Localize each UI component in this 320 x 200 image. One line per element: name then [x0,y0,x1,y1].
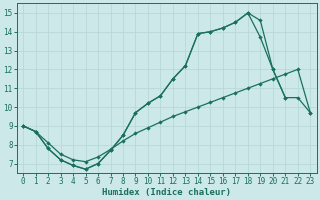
X-axis label: Humidex (Indice chaleur): Humidex (Indice chaleur) [102,188,231,197]
